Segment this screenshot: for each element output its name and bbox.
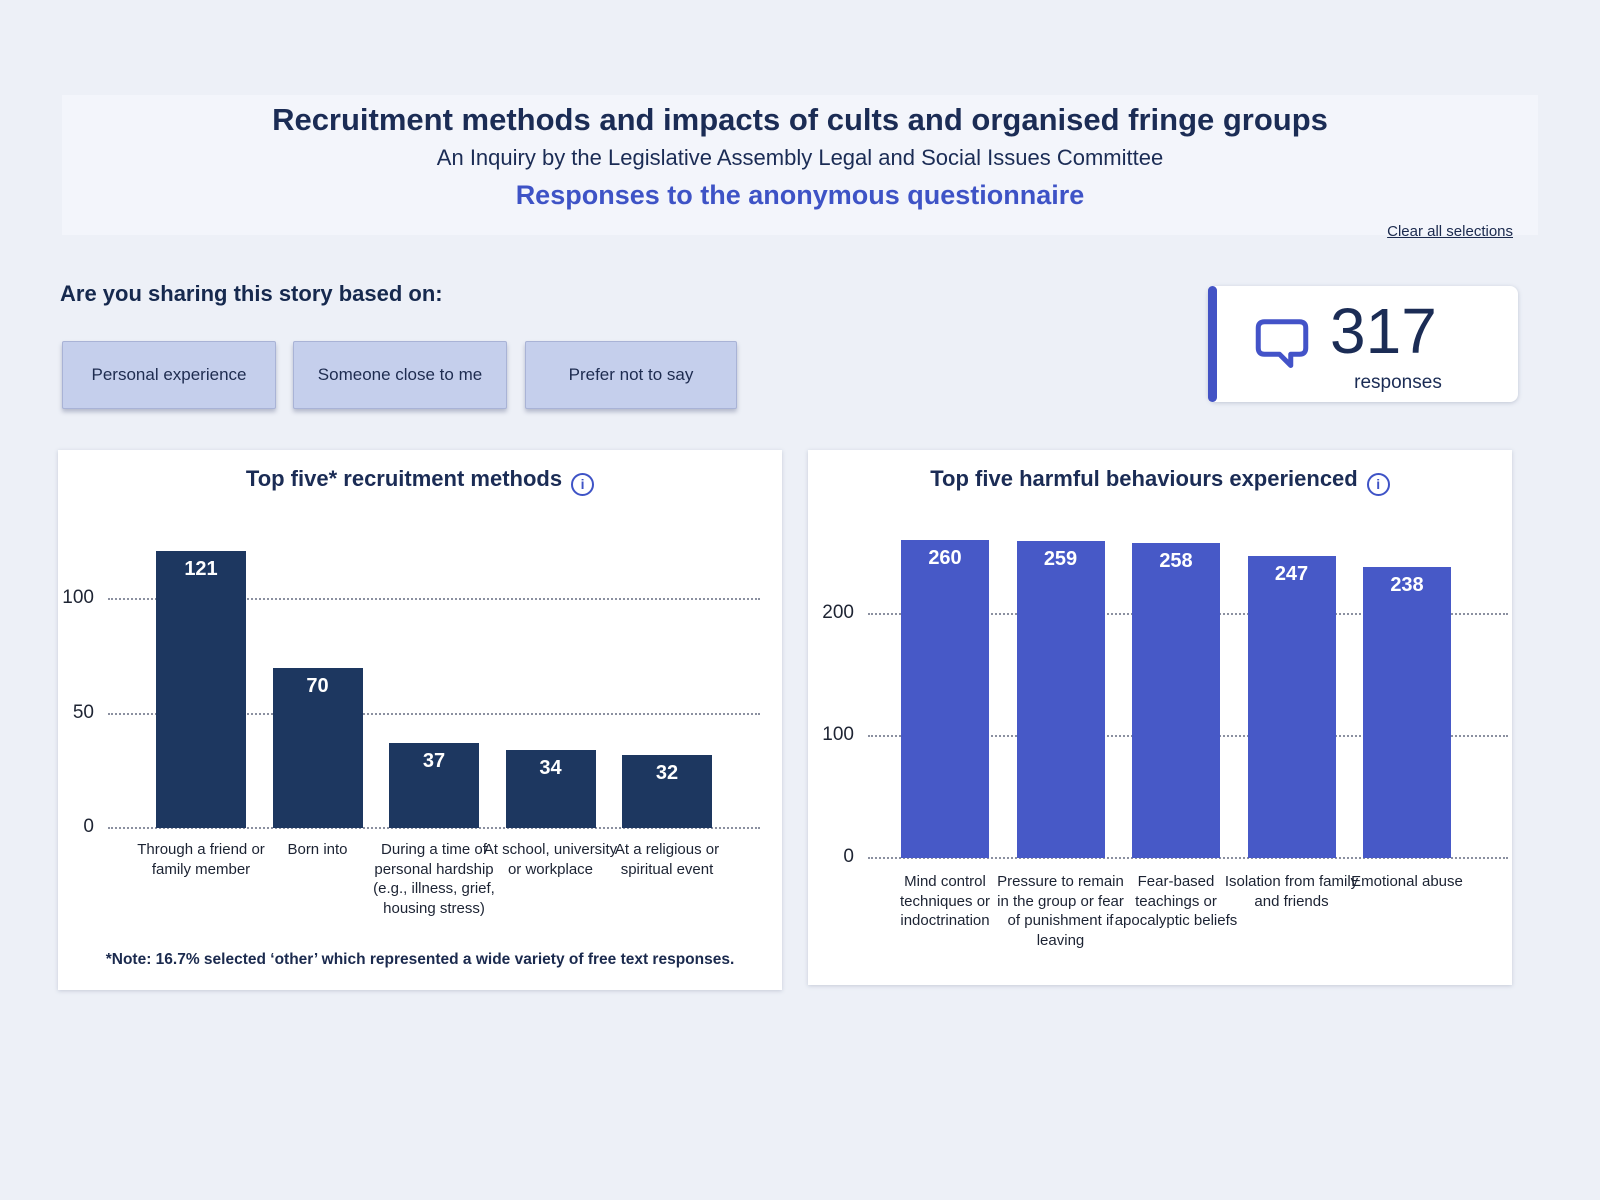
y-tick-label: 100 <box>822 723 854 745</box>
x-axis-label: Emotional abuse <box>1351 873 1463 890</box>
bar-value-label: 34 <box>539 757 562 780</box>
page-subtitle: An Inquiry by the Legislative Assembly L… <box>436 145 1164 171</box>
bar[interactable]: 32 <box>622 754 712 828</box>
chart-footnote: *Note: 16.7% selected ‘other’ which repr… <box>105 951 735 968</box>
bar[interactable]: 258 <box>1132 542 1220 858</box>
responses-kpi-card: 317 responses <box>1208 286 1518 402</box>
chart-title-text: Top five* recruitment methods <box>245 466 563 491</box>
responses-label: responses <box>1354 372 1442 393</box>
chart-title-text: Top five harmful behaviours experienced <box>930 466 1358 491</box>
x-axis-label: During a time of personal hardship (e.g.… <box>373 841 495 917</box>
bar-value-label: 258 <box>1159 549 1193 572</box>
bar[interactable]: 70 <box>272 667 363 828</box>
info-icon[interactable]: i <box>1366 473 1390 496</box>
info-icon[interactable]: i <box>571 473 595 496</box>
y-tick-label: 0 <box>83 816 94 837</box>
x-axis-label: Through a friend or family member <box>137 841 265 878</box>
x-axis-label: Born into <box>287 841 348 858</box>
clear-all-selections-link[interactable]: Clear all selections <box>1387 223 1513 240</box>
filter-button-personal-experience[interactable]: Personal experience <box>62 341 276 409</box>
filter-button-prefer-not-to-say[interactable]: Prefer not to say <box>525 341 737 409</box>
x-axis-label: Isolation from family and friends <box>1224 873 1359 910</box>
gridline <box>108 827 760 829</box>
gridline <box>108 598 760 601</box>
bar[interactable]: 259 <box>1016 541 1105 858</box>
y-tick-label: 200 <box>822 601 854 623</box>
bar-value-label: 259 <box>1043 548 1078 571</box>
y-tick-label: 50 <box>72 701 94 723</box>
filter-button-someone-close[interactable]: Someone close to me <box>293 341 507 409</box>
responses-count: 317 <box>1330 295 1437 367</box>
gridline <box>108 712 760 715</box>
chart-card-harmful-behaviours: Top five harmful behaviours experienced i… <box>808 450 1512 985</box>
report-header: Recruitment methods and impacts of cults… <box>62 95 1538 235</box>
x-axis-label: At school, university or workplace <box>483 841 618 878</box>
gridline <box>868 857 1508 859</box>
bar[interactable]: 238 <box>1363 567 1451 858</box>
bar[interactable]: 247 <box>1247 556 1336 858</box>
bar-value-label: 260 <box>928 547 962 570</box>
chart-title-harmful-behaviours: Top five harmful behaviours experienced i <box>808 466 1512 496</box>
bar-plot-area: 0 50 100 121 70 37 34 32 <box>62 542 760 837</box>
section-title: Responses to the anonymous questionnaire <box>515 180 1085 211</box>
page-title: Recruitment methods and impacts of cults… <box>272 102 1328 137</box>
bar[interactable]: 34 <box>505 750 596 828</box>
bar[interactable]: 121 <box>156 551 246 828</box>
x-axis-label: Mind control techniques or indoctrinatio… <box>899 873 991 929</box>
bar-plot-area: 0 100 200 260 259 258 247 238 <box>822 528 1508 867</box>
x-axis-label: At a religious or spiritual event <box>614 841 720 878</box>
bar[interactable]: 37 <box>389 743 479 828</box>
bar-value-label: 238 <box>1390 574 1424 597</box>
speech-bubble-icon <box>1252 313 1312 373</box>
bar-value-label: 121 <box>184 558 218 581</box>
y-tick-label: 100 <box>62 587 94 609</box>
bar-value-label: 247 <box>1274 563 1309 586</box>
x-axis-label: Fear-based teachings or apocalyptic beli… <box>1114 873 1238 929</box>
chart-title-recruitment-methods: Top five* recruitment methods i <box>58 466 782 496</box>
bar-value-label: 70 <box>306 674 329 697</box>
bar-value-label: 32 <box>655 761 679 784</box>
kpi-accent-bar <box>1208 286 1217 402</box>
x-axis-label: Pressure to remain in the group or fear … <box>997 873 1124 949</box>
bar-value-label: 37 <box>422 750 446 773</box>
filter-question-label: Are you sharing this story based on: <box>60 281 443 306</box>
y-tick-label: 0 <box>843 846 854 867</box>
bar[interactable]: 260 <box>901 540 989 858</box>
chart-card-recruitment-methods: Top five* recruitment methods i 0 50 100 121… <box>58 450 782 990</box>
